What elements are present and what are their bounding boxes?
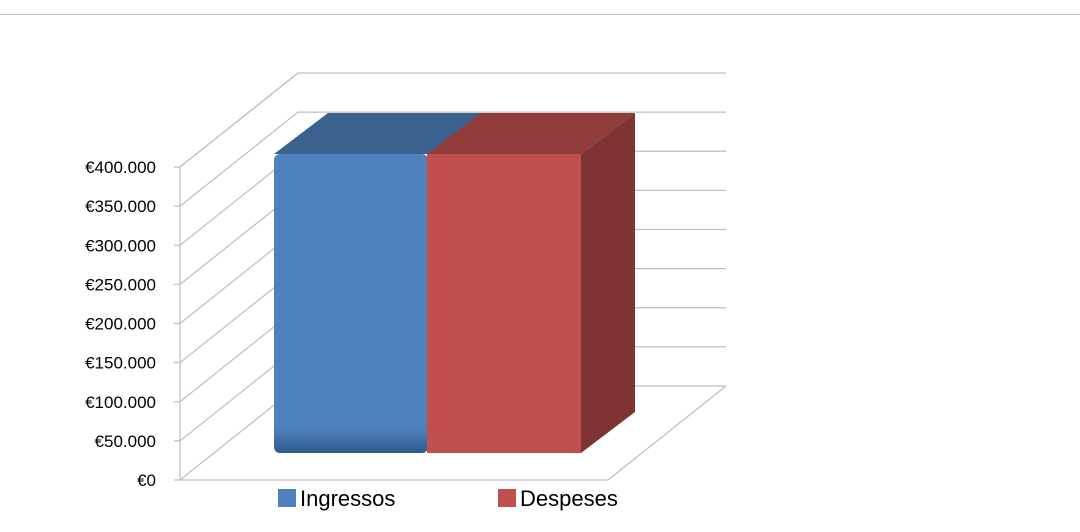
y-axis-tick-labels: €0 €50.000 €100.000 €150.000 €200.000 €250.00… <box>85 158 156 490</box>
bar-front-face <box>427 154 581 453</box>
y-tick-label: €350.000 <box>85 197 156 216</box>
bar-top-face <box>427 113 635 154</box>
legend-label: Despeses <box>520 486 618 511</box>
y-tick-label: €150.000 <box>85 354 156 373</box>
bar-top-face <box>274 113 482 154</box>
y-tick-label: €300.000 <box>85 236 156 255</box>
bar-front-face <box>274 154 428 453</box>
y-tick-label: €50.000 <box>95 432 156 451</box>
top-divider <box>0 14 1080 15</box>
legend-label: Ingressos <box>300 486 395 511</box>
legend-swatch <box>498 489 516 507</box>
legend-swatch <box>278 489 296 507</box>
y-tick-label: €0 <box>137 471 156 490</box>
bar-despeses <box>427 113 635 453</box>
legend: Ingressos Despeses <box>278 486 618 511</box>
y-tick-label: €400.000 <box>85 158 156 177</box>
y-tick-label: €200.000 <box>85 315 156 334</box>
bars <box>274 113 635 453</box>
gridline <box>179 111 726 207</box>
bar-side-face <box>581 113 635 453</box>
y-tick-label: €250.000 <box>85 275 156 294</box>
y-tick-label: €100.000 <box>85 393 156 412</box>
gridline <box>179 72 726 168</box>
